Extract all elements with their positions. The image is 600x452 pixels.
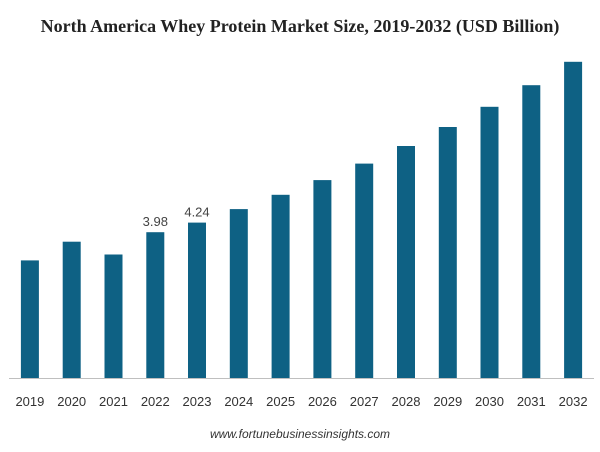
x-tick-label-2024: 2024 <box>224 394 253 409</box>
bar-2029 <box>438 127 457 378</box>
bar-2019 <box>20 260 39 378</box>
x-tick-label-2021: 2021 <box>99 394 128 409</box>
x-tick-label-2027: 2027 <box>350 394 379 409</box>
x-tick-label-2022: 2022 <box>141 394 170 409</box>
bar-2021 <box>104 254 123 378</box>
bar-2026 <box>313 180 332 378</box>
bar-2032 <box>564 61 583 379</box>
x-tick-label-2023: 2023 <box>183 394 212 409</box>
data-label-2023: 4.24 <box>184 205 209 220</box>
x-tick-label-2020: 2020 <box>57 394 86 409</box>
x-tick-label-2029: 2029 <box>433 394 462 409</box>
bar-2028 <box>397 146 415 378</box>
x-tick-label-2026: 2026 <box>308 394 337 409</box>
x-tick-label-2028: 2028 <box>392 394 421 409</box>
bar-2031 <box>522 85 541 378</box>
x-tick-label-2025: 2025 <box>266 394 295 409</box>
x-tick-label-2030: 2030 <box>475 394 504 409</box>
x-tick-label-2019: 2019 <box>15 394 44 409</box>
bar-2024 <box>229 209 248 378</box>
source-credit: www.fortunebusinessinsights.com <box>209 427 391 441</box>
bar-2022 <box>146 232 165 378</box>
bar-2020 <box>62 241 81 378</box>
bar-2027 <box>355 163 374 378</box>
bar-2025 <box>271 194 290 378</box>
chart-title: North America Whey Protein Market Size, … <box>40 16 560 36</box>
x-tick-label-2032: 2032 <box>559 394 588 409</box>
bar-2023 <box>188 222 206 378</box>
x-tick-label-2031: 2031 <box>517 394 546 409</box>
data-label-2022: 3.98 <box>143 214 168 229</box>
bar-2030 <box>480 106 499 379</box>
